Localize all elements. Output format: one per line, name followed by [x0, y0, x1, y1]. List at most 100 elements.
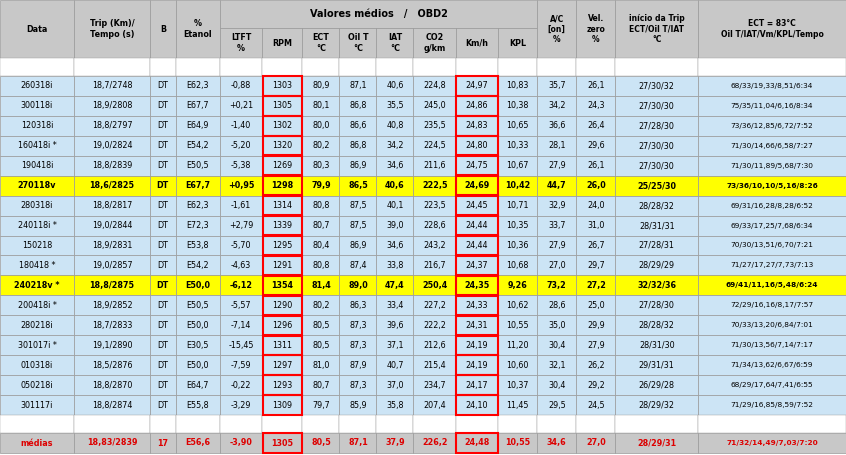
Bar [220, 28, 262, 58]
Bar [376, 28, 414, 58]
Text: 87,5: 87,5 [349, 221, 367, 230]
Text: Data: Data [26, 25, 47, 34]
Bar [376, 335, 414, 355]
Text: E50,0: E50,0 [186, 361, 209, 369]
Text: 80,2: 80,2 [312, 142, 330, 150]
Text: 240118i *: 240118i * [18, 221, 57, 230]
Bar [339, 375, 376, 395]
Text: 19,1/2890: 19,1/2890 [92, 341, 132, 350]
Bar [576, 96, 615, 116]
Text: 71/30/14,66/6,58/7:27: 71/30/14,66/6,58/7:27 [731, 143, 813, 149]
Bar [150, 335, 175, 355]
Bar [698, 196, 846, 216]
Text: 86,6: 86,6 [349, 121, 366, 130]
Bar [339, 28, 376, 58]
Text: 10,55: 10,55 [507, 321, 529, 330]
Text: E64,9: E64,9 [186, 121, 209, 130]
Bar [150, 58, 175, 76]
Bar [456, 355, 497, 375]
Text: 10,38: 10,38 [507, 101, 529, 111]
Text: -7,59: -7,59 [231, 361, 251, 369]
Bar [615, 116, 698, 136]
Bar [175, 236, 220, 255]
Text: 224,8: 224,8 [423, 81, 446, 91]
Text: 44,7: 44,7 [547, 181, 567, 190]
Text: 35,7: 35,7 [548, 81, 566, 91]
Text: 29,6: 29,6 [587, 142, 605, 150]
Bar [456, 196, 497, 215]
Bar [414, 335, 456, 355]
Text: 10,65: 10,65 [507, 121, 529, 130]
Text: +2,79: +2,79 [229, 221, 253, 230]
Bar [698, 335, 846, 355]
Text: 28/29/32: 28/29/32 [639, 400, 675, 410]
Text: -0,88: -0,88 [231, 81, 251, 91]
Bar [302, 156, 339, 176]
Text: 24,37: 24,37 [465, 261, 488, 270]
Bar [302, 315, 339, 335]
Bar [175, 0, 220, 58]
Text: -3,29: -3,29 [231, 400, 251, 410]
Bar [175, 433, 220, 453]
Bar [339, 58, 376, 76]
Text: 71/30/13,56/7,14/7:17: 71/30/13,56/7,14/7:17 [731, 342, 813, 348]
Text: 39,6: 39,6 [387, 321, 404, 330]
Text: CO2
g/km: CO2 g/km [424, 33, 446, 53]
Bar [0, 315, 74, 335]
Text: 1302: 1302 [272, 121, 293, 130]
Text: 18,8/2870: 18,8/2870 [92, 380, 132, 389]
Bar [339, 295, 376, 315]
Text: E64,7: E64,7 [186, 380, 209, 389]
Bar [456, 375, 498, 395]
Text: 71/30/11,89/5,68/7:30: 71/30/11,89/5,68/7:30 [730, 163, 814, 169]
Bar [576, 433, 615, 453]
Bar [74, 255, 150, 275]
Text: 28/31/31: 28/31/31 [639, 221, 674, 230]
Bar [339, 355, 376, 375]
Text: 26,7: 26,7 [587, 241, 605, 250]
Bar [175, 275, 220, 295]
Bar [74, 355, 150, 375]
Bar [150, 355, 175, 375]
Text: 18,9/2808: 18,9/2808 [92, 101, 132, 111]
Bar [302, 375, 339, 395]
Bar [262, 236, 302, 255]
Text: 87,9: 87,9 [349, 361, 367, 369]
Bar [376, 395, 414, 415]
Text: -5,38: -5,38 [231, 161, 251, 170]
Bar [262, 415, 302, 433]
Bar [302, 28, 339, 58]
Bar [262, 196, 302, 215]
Bar [74, 295, 150, 315]
Text: 27,0: 27,0 [586, 439, 606, 448]
Bar [576, 275, 615, 295]
Bar [175, 136, 220, 156]
Bar [615, 58, 698, 76]
Text: 30,4: 30,4 [548, 380, 565, 389]
Bar [262, 176, 302, 195]
Bar [0, 275, 74, 295]
Text: 34,6: 34,6 [387, 241, 404, 250]
Bar [74, 58, 150, 76]
Bar [414, 433, 456, 453]
Bar [615, 136, 698, 156]
Text: 24,97: 24,97 [465, 81, 488, 91]
Text: 10,67: 10,67 [507, 161, 529, 170]
Bar [339, 96, 376, 116]
Bar [0, 96, 74, 116]
Text: 69/33/17,25/7,68/6:34: 69/33/17,25/7,68/6:34 [731, 222, 813, 228]
Bar [537, 315, 576, 335]
Bar [150, 415, 175, 433]
Text: 27/30/30: 27/30/30 [639, 142, 674, 150]
Bar [339, 176, 376, 196]
Bar [537, 76, 576, 96]
Text: E55,8: E55,8 [186, 400, 209, 410]
Text: DT: DT [157, 281, 169, 290]
Text: 1309: 1309 [272, 400, 293, 410]
Bar [376, 156, 414, 176]
Bar [150, 0, 175, 58]
Bar [74, 375, 150, 395]
Bar [376, 375, 414, 395]
Bar [150, 136, 175, 156]
Bar [262, 116, 302, 136]
